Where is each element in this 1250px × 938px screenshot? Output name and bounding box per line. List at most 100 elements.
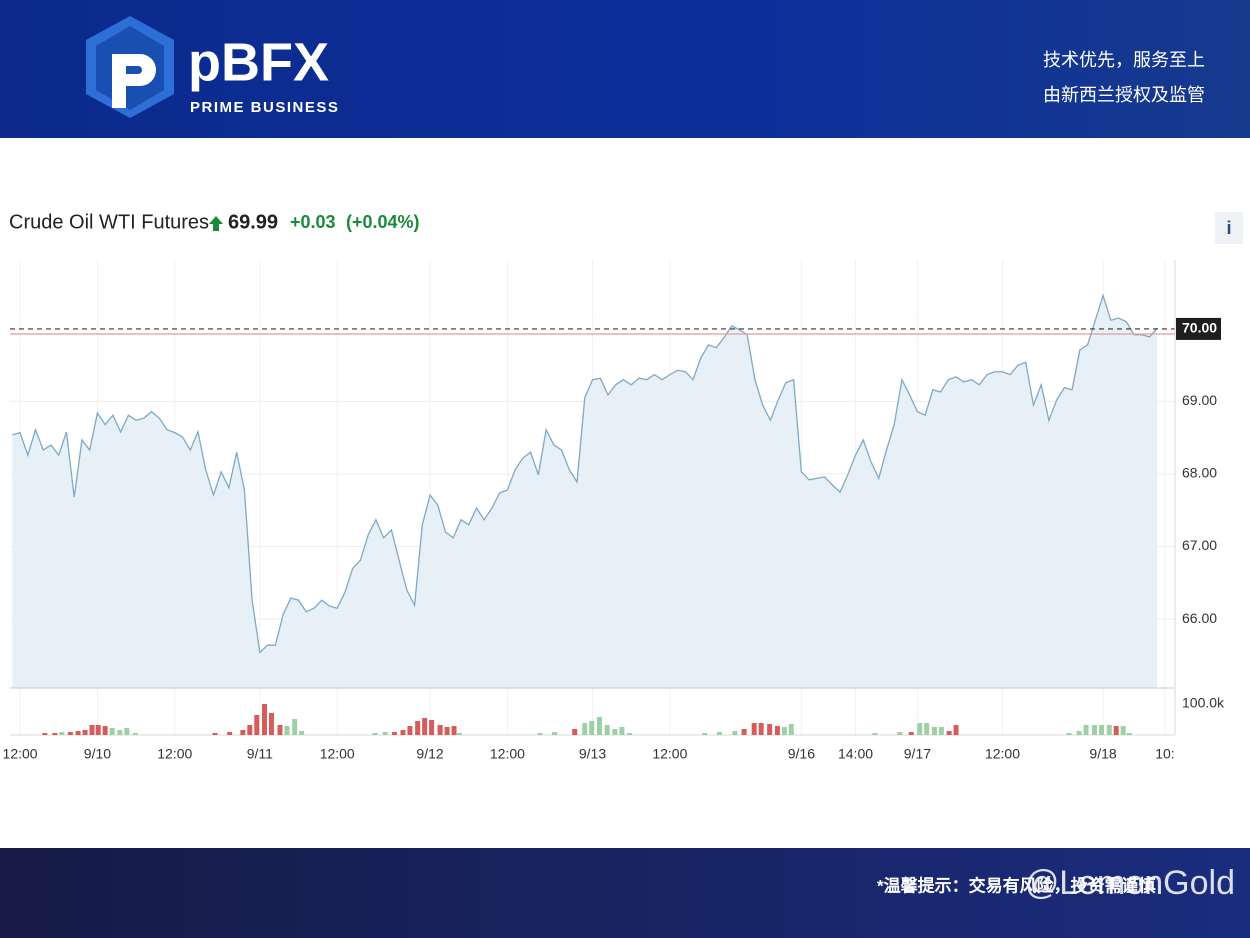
- x-tick-label: 14:00: [838, 746, 873, 762]
- volume-bar: [400, 730, 406, 735]
- volume-bar: [774, 726, 780, 735]
- volume-bar: [1126, 732, 1132, 735]
- volume-bar: [262, 703, 268, 735]
- x-tick-label: 12:00: [157, 746, 192, 762]
- volume-bar: [702, 732, 708, 735]
- volume-bar: [908, 731, 914, 735]
- volume-bar: [1066, 732, 1072, 735]
- volume-bar: [407, 726, 413, 735]
- volume-bar: [596, 716, 602, 735]
- y-tick-label: 68.00: [1182, 465, 1217, 481]
- volume-bar: [254, 714, 260, 735]
- volume-bar: [1106, 724, 1112, 735]
- volume-bar: [292, 718, 298, 735]
- volume-bar: [89, 724, 95, 735]
- volume-bar: [938, 726, 944, 735]
- volume-bar: [212, 732, 218, 735]
- volume-bar: [132, 732, 138, 735]
- volume-bar: [1076, 730, 1082, 735]
- volume-bar: [716, 731, 722, 735]
- volume-bar: [415, 720, 421, 735]
- volume-bar: [451, 726, 457, 735]
- volume-bar: [572, 728, 578, 735]
- volume-bar: [247, 724, 253, 735]
- volume-bar: [781, 726, 787, 735]
- volume-bar: [767, 723, 773, 735]
- x-tick-label: 9/17: [904, 746, 931, 762]
- volume-bar: [604, 724, 610, 735]
- x-tick-label: 12:00: [652, 746, 687, 762]
- volume-bar: [52, 732, 58, 735]
- current-price-label: 70.00: [1182, 320, 1217, 336]
- volume-bar: [372, 732, 378, 735]
- info-button[interactable]: [1215, 212, 1243, 244]
- y-tick-label: 67.00: [1182, 537, 1217, 553]
- price-line: [12, 293, 1158, 654]
- volume-bar: [437, 724, 443, 735]
- volume-bar: [897, 731, 903, 735]
- volume-bar: [109, 727, 115, 735]
- volume-bar: [268, 712, 274, 735]
- current-price-box: [1176, 317, 1221, 340]
- volume-bar: [456, 732, 462, 735]
- y-tick-label: 66.00: [1182, 610, 1217, 626]
- logo-mark: [86, 16, 174, 118]
- volume-bar: [872, 732, 878, 735]
- logo-text: pBFX: [188, 32, 329, 92]
- volume-bar: [1120, 726, 1126, 735]
- volume-bar: [102, 726, 108, 735]
- chart-title: Crude Oil WTI Futures: [9, 211, 209, 233]
- volume-tick-label: 100.0k: [1182, 695, 1225, 711]
- tagline: 由新西兰授权及监管: [1043, 85, 1205, 105]
- x-tick-label: 9/18: [1089, 746, 1116, 762]
- x-tick-label: 12:00: [985, 746, 1020, 762]
- volume-bar: [732, 730, 738, 735]
- volume-bar: [953, 724, 959, 735]
- volume-bar: [1113, 726, 1119, 735]
- up-arrow: [209, 216, 223, 231]
- volume-bar: [124, 727, 130, 735]
- volume-bar: [758, 722, 764, 735]
- x-tick-label: 12:00: [3, 746, 38, 762]
- volume-bar: [612, 728, 618, 735]
- area-fill: [12, 295, 1158, 688]
- volume-bar: [391, 731, 397, 735]
- y-tick-label: 69.00: [1182, 392, 1217, 408]
- price: 69.99: [228, 211, 278, 233]
- volume-bar: [299, 730, 305, 735]
- x-tick-label: 9/16: [788, 746, 815, 762]
- volume-bar: [537, 732, 543, 735]
- volume-bar: [429, 719, 435, 735]
- x-tick-label: 12:00: [490, 746, 525, 762]
- price-change: +0.03: [290, 212, 336, 232]
- volume-bar: [227, 731, 233, 735]
- x-tick-label: 9/11: [247, 746, 273, 762]
- volume-bar: [1083, 724, 1089, 735]
- volume-bar: [117, 730, 123, 735]
- x-tick-label: 10:: [1155, 746, 1174, 762]
- volume-bar: [277, 724, 283, 735]
- footer-notice: *温馨提示：交易有风险，投资需谨慎: [877, 875, 1156, 895]
- volume-bar: [589, 720, 595, 735]
- volume-bar: [552, 731, 558, 735]
- volume-bar: [42, 732, 48, 735]
- x-tick-label: 12:00: [320, 746, 355, 762]
- tagline: 技术优先，服务至上: [1043, 50, 1205, 70]
- volume-bar: [67, 731, 73, 735]
- volume-bar: [619, 726, 625, 735]
- volume-bar: [741, 728, 747, 735]
- volume-bar: [95, 724, 101, 735]
- volume-bar: [382, 731, 388, 735]
- info-icon[interactable]: i: [1226, 218, 1231, 238]
- volume-bar: [284, 726, 290, 735]
- volume-bar: [1092, 724, 1098, 735]
- price-change-percent: (+0.04%): [346, 212, 420, 232]
- volume-bar: [788, 723, 794, 735]
- volume-bar: [917, 722, 923, 735]
- chart: 12:00 9/10 12:00 9/11 12:00 9/12 12:00 9/13 12:0…: [3, 260, 1225, 762]
- volume-bar: [946, 730, 952, 735]
- x-tick-label: 9/13: [579, 746, 606, 762]
- volume-bar: [444, 726, 450, 735]
- volume-bar: [751, 722, 757, 735]
